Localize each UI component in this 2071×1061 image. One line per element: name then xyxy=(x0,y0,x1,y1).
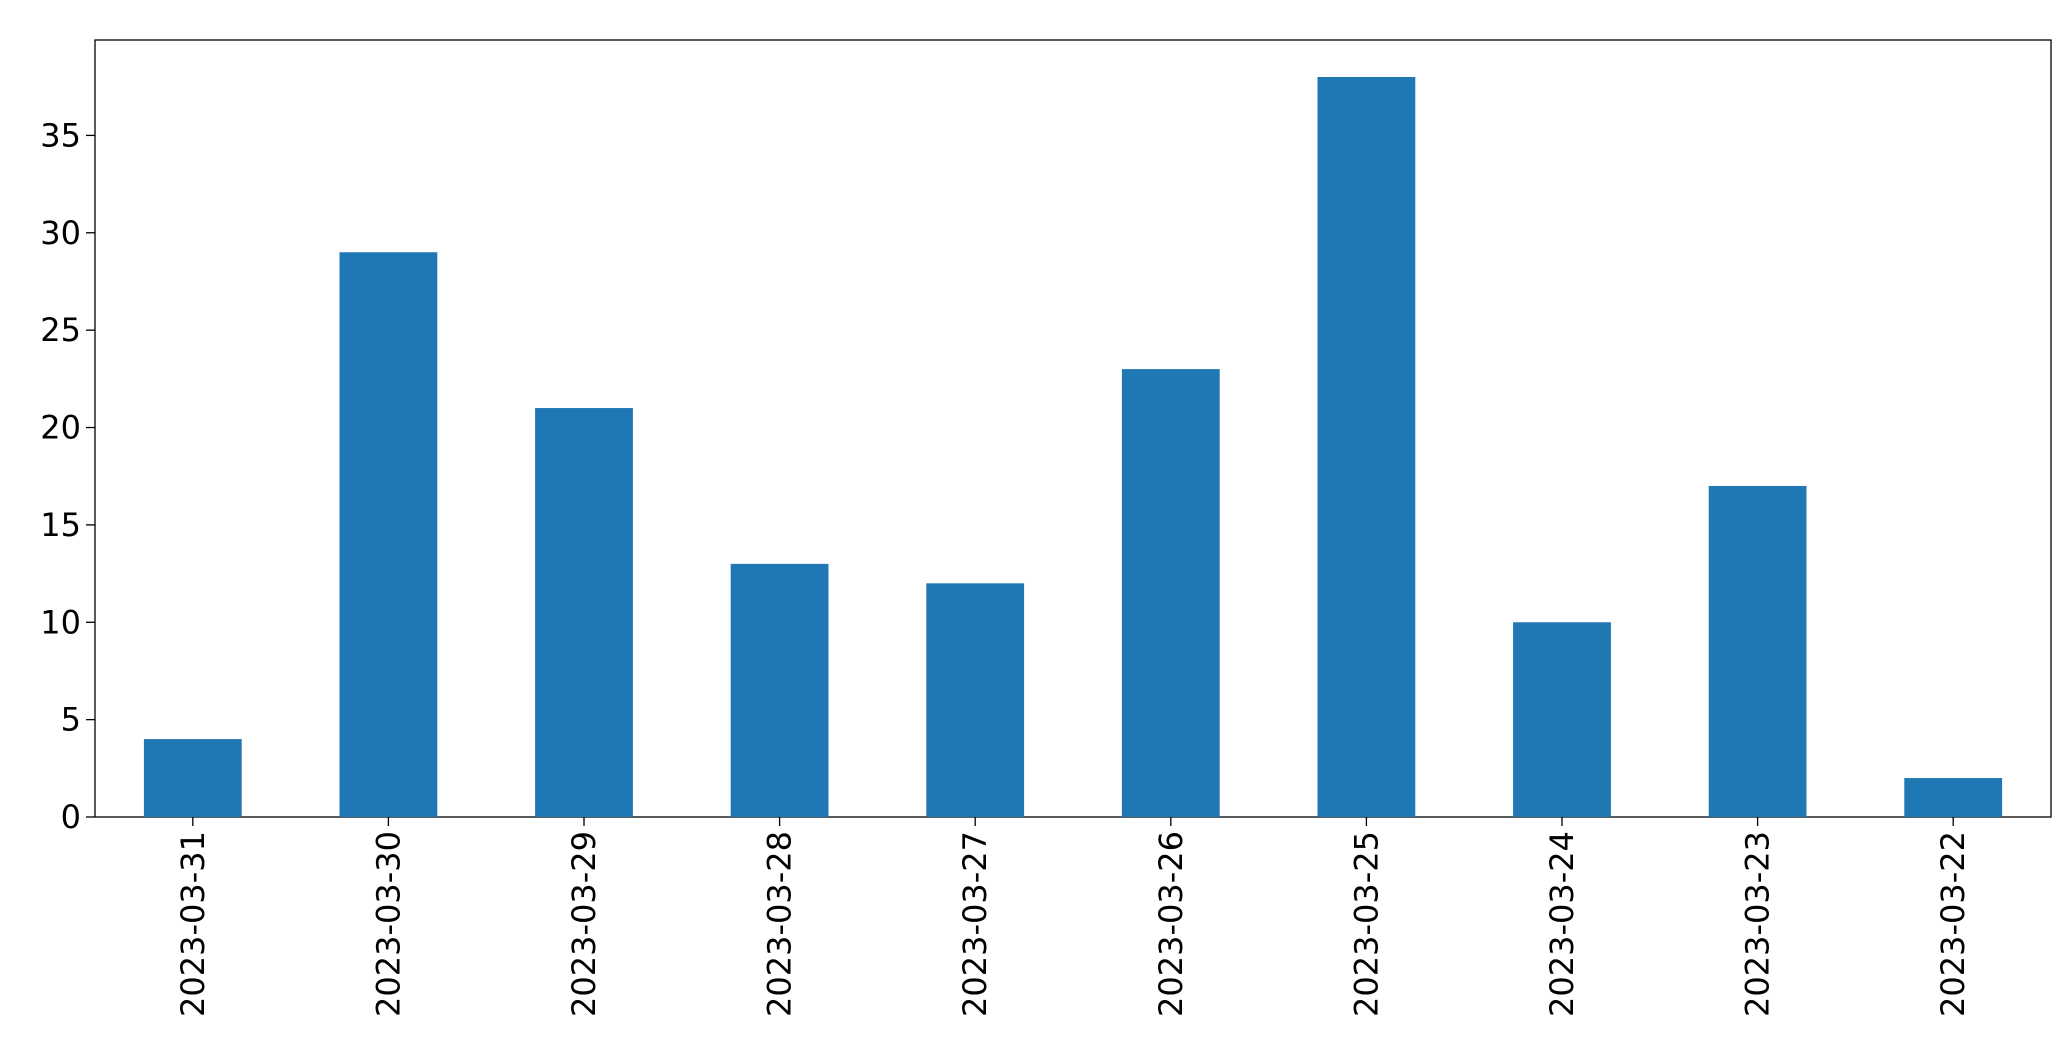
bar xyxy=(926,583,1025,817)
y-tick-label: 15 xyxy=(40,506,81,544)
y-tick-label: 25 xyxy=(40,311,81,349)
bar xyxy=(1513,622,1611,817)
bar xyxy=(1121,369,1220,817)
bar xyxy=(339,252,438,817)
x-tick-label: 2023-03-30 xyxy=(369,831,407,1017)
x-tick-label: 2023-03-24 xyxy=(1543,831,1581,1017)
y-tick-label: 0 xyxy=(61,798,81,836)
x-tick-label: 2023-03-28 xyxy=(761,831,799,1017)
bar xyxy=(143,739,242,817)
x-tick-label: 2023-03-27 xyxy=(956,831,994,1017)
plot-frame xyxy=(94,39,2052,818)
bar xyxy=(730,563,829,817)
x-tick-label: 2023-03-26 xyxy=(1152,831,1190,1017)
x-tick-label: 2023-03-23 xyxy=(1739,831,1777,1017)
x-tick-label: 2023-03-29 xyxy=(565,831,603,1017)
bar xyxy=(1904,778,2003,817)
x-tick-label: 2023-03-31 xyxy=(174,831,212,1017)
x-tick-label: 2023-03-22 xyxy=(1934,831,1972,1017)
y-tick-label: 5 xyxy=(61,701,81,739)
y-tick-label: 30 xyxy=(40,214,81,252)
bar xyxy=(1708,485,1807,817)
y-tick-label: 35 xyxy=(40,116,81,154)
x-tick-label: 2023-03-25 xyxy=(1347,831,1385,1017)
bar xyxy=(1317,77,1416,817)
y-tick-label: 10 xyxy=(40,603,81,641)
y-tick-label: 20 xyxy=(40,409,81,447)
bar xyxy=(535,408,633,817)
